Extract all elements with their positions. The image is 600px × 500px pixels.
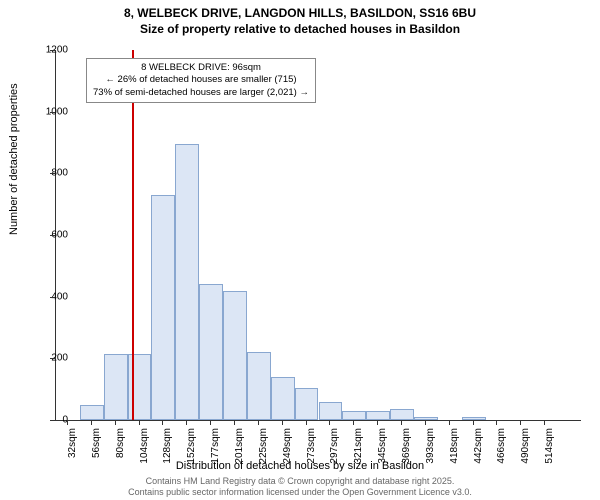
x-tick-mark — [258, 420, 259, 425]
annotation-larger: 73% of semi-detached houses are larger (… — [93, 87, 309, 99]
x-tick-mark — [139, 420, 140, 425]
x-tick-mark — [329, 420, 330, 425]
y-axis-label: Number of detached properties — [8, 83, 20, 235]
reference-line — [132, 50, 134, 420]
y-tick-mark — [50, 173, 55, 174]
x-tick-mark — [401, 420, 402, 425]
x-tick-mark — [353, 420, 354, 425]
title-subtitle: Size of property relative to detached ho… — [0, 22, 600, 38]
x-tick-mark — [306, 420, 307, 425]
x-tick-mark — [496, 420, 497, 425]
x-tick-mark — [186, 420, 187, 425]
y-tick-mark — [50, 297, 55, 298]
y-tick-mark — [50, 112, 55, 113]
x-tick-mark — [210, 420, 211, 425]
y-tick-mark — [50, 420, 55, 421]
footer-copyright: Contains HM Land Registry data © Crown c… — [0, 476, 600, 487]
plot-area: 8 WELBECK DRIVE: 96sqm ← 26% of detached… — [55, 50, 581, 421]
x-tick-mark — [520, 420, 521, 425]
x-tick-mark — [115, 420, 116, 425]
x-tick-mark — [282, 420, 283, 425]
x-tick-mark — [377, 420, 378, 425]
histogram-bar — [390, 409, 414, 420]
annotation-title: 8 WELBECK DRIVE: 96sqm — [93, 62, 309, 74]
x-tick-mark — [449, 420, 450, 425]
x-tick-mark — [425, 420, 426, 425]
y-tick-mark — [50, 358, 55, 359]
x-tick-mark — [234, 420, 235, 425]
x-tick-mark — [473, 420, 474, 425]
histogram-bar — [175, 144, 199, 420]
chart-footer: Contains HM Land Registry data © Crown c… — [0, 476, 600, 498]
chart-title: 8, WELBECK DRIVE, LANGDON HILLS, BASILDO… — [0, 0, 600, 37]
x-tick-mark — [67, 420, 68, 425]
histogram-bar — [199, 284, 223, 420]
histogram-bar — [319, 402, 343, 421]
property-histogram-chart: 8, WELBECK DRIVE, LANGDON HILLS, BASILDO… — [0, 0, 600, 500]
histogram-bar — [295, 388, 319, 420]
annotation-box: 8 WELBECK DRIVE: 96sqm ← 26% of detached… — [86, 58, 316, 103]
annotation-smaller: ← 26% of detached houses are smaller (71… — [93, 74, 309, 86]
histogram-bar — [80, 405, 104, 420]
histogram-bar — [223, 291, 247, 421]
histogram-bar — [366, 411, 390, 420]
histogram-bar — [151, 195, 175, 420]
histogram-bar — [104, 354, 128, 420]
y-tick-mark — [50, 50, 55, 51]
histogram-bar — [414, 417, 438, 420]
x-tick-mark — [91, 420, 92, 425]
x-axis-label: Distribution of detached houses by size … — [0, 460, 600, 472]
histogram-bar — [271, 377, 295, 420]
histogram-bar — [342, 411, 366, 420]
title-address: 8, WELBECK DRIVE, LANGDON HILLS, BASILDO… — [0, 6, 600, 22]
y-tick-mark — [50, 235, 55, 236]
footer-licence: Contains public sector information licen… — [0, 487, 600, 498]
x-tick-mark — [162, 420, 163, 425]
histogram-bar — [247, 352, 271, 420]
x-tick-mark — [544, 420, 545, 425]
